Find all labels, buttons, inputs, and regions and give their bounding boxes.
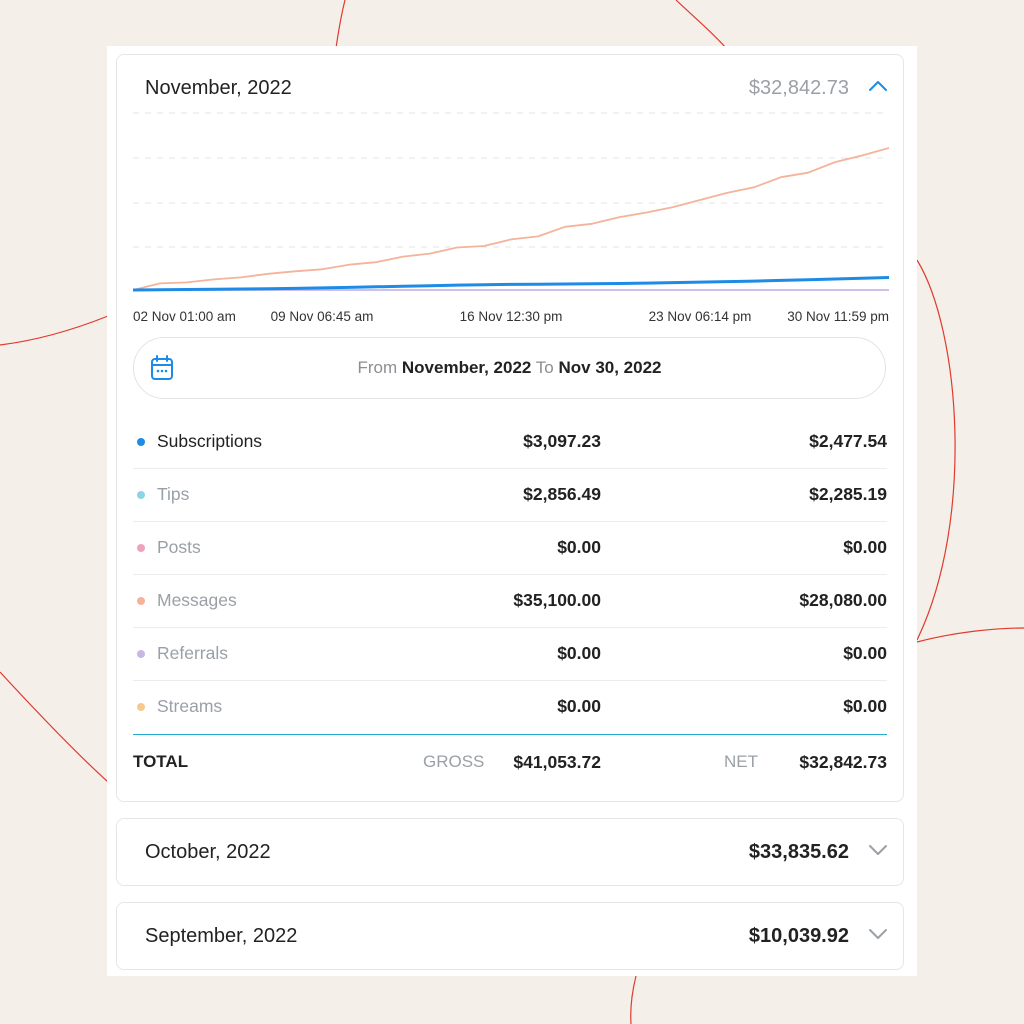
to-label: To <box>535 358 554 377</box>
x-tick-label: 30 Nov 11:59 pm <box>787 309 889 324</box>
month-card-october[interactable]: October, 2022 $33,835.62 <box>116 818 904 886</box>
x-tick-label: 02 Nov 01:00 am <box>133 309 236 324</box>
calendar-icon[interactable] <box>150 355 174 381</box>
month-title[interactable]: November, 2022 <box>145 77 292 99</box>
row-gross: $0.00 <box>557 643 601 663</box>
gross-label: GROSS <box>423 752 485 771</box>
net-label: NET <box>724 752 758 771</box>
total-row: TOTAL GROSS $41,053.72 NET $32,842.73 <box>133 734 887 787</box>
date-range-picker[interactable]: From November, 2022 To Nov 30, 2022 <box>133 337 886 399</box>
breakdown-row-tips: Tips $2,856.49 $2,285.19 <box>133 469 887 522</box>
row-net: $0.00 <box>843 537 887 557</box>
breakdown-row-streams: Streams $0.00 $0.00 <box>133 681 887 733</box>
row-gross: $3,097.23 <box>523 431 601 451</box>
series-line-1 <box>133 276 889 292</box>
month-total: $10,039.92 <box>748 925 849 947</box>
chevron-up-icon[interactable] <box>867 79 889 93</box>
row-label: Posts <box>157 537 201 557</box>
breakdown-row-messages: Messages $35,100.00 $28,080.00 <box>133 575 887 628</box>
row-net: $2,285.19 <box>809 484 887 504</box>
row-label: Messages <box>157 590 237 610</box>
row-gross: $2,856.49 <box>523 484 601 504</box>
date-range-text: From November, 2022 To Nov 30, 2022 <box>134 358 885 378</box>
to-value: Nov 30, 2022 <box>558 358 662 377</box>
chevron-down-icon[interactable] <box>867 843 889 857</box>
messages-dot <box>137 597 145 605</box>
posts-dot <box>137 544 145 552</box>
month-total: $32,842.73 <box>748 77 849 99</box>
series-line-0 <box>133 147 889 291</box>
gross-total: $41,053.72 <box>513 752 601 772</box>
row-net: $0.00 <box>843 696 887 716</box>
row-gross: $0.00 <box>557 537 601 557</box>
breakdown-row-posts: Posts $0.00 $0.00 <box>133 522 887 575</box>
earnings-panel: November, 2022 $32,842.73 02 Nov 01:00 a… <box>107 46 917 976</box>
row-gross: $35,100.00 <box>513 590 601 610</box>
breakdown-row-subscriptions: Subscriptions $3,097.23 $2,477.54 <box>133 416 887 469</box>
row-net: $2,477.54 <box>809 431 887 451</box>
x-tick-label: 16 Nov 12:30 pm <box>459 309 563 324</box>
subscriptions-dot <box>137 438 145 446</box>
total-label: TOTAL <box>133 752 189 771</box>
from-label: From <box>357 358 398 377</box>
row-label: Subscriptions <box>157 431 263 451</box>
month-title: September, 2022 <box>145 925 298 947</box>
row-gross: $0.00 <box>557 696 601 716</box>
tips-dot <box>137 491 145 499</box>
row-net: $0.00 <box>843 643 887 663</box>
month-total: $33,835.62 <box>748 841 849 863</box>
month-card-september[interactable]: September, 2022 $10,039.92 <box>116 902 904 970</box>
row-label: Tips <box>157 484 190 504</box>
row-net: $28,080.00 <box>799 590 887 610</box>
earnings-line-chart <box>133 112 889 292</box>
row-label: Referrals <box>157 643 228 663</box>
month-title: October, 2022 <box>145 841 271 863</box>
month-card-november: November, 2022 $32,842.73 02 Nov 01:00 a… <box>116 54 904 802</box>
row-label: Streams <box>157 696 223 716</box>
from-value: November, 2022 <box>401 358 532 377</box>
chart-x-axis: 02 Nov 01:00 am 09 Nov 06:45 am 16 Nov 12:… <box>133 309 889 327</box>
x-tick-label: 09 Nov 06:45 am <box>270 309 374 324</box>
net-total: $32,842.73 <box>799 752 887 772</box>
x-tick-label: 23 Nov 06:14 pm <box>648 309 752 324</box>
streams-dot <box>137 703 145 711</box>
chevron-down-icon[interactable] <box>867 927 889 941</box>
referrals-dot <box>137 650 145 658</box>
breakdown-row-referrals: Referrals $0.00 $0.00 <box>133 628 887 681</box>
